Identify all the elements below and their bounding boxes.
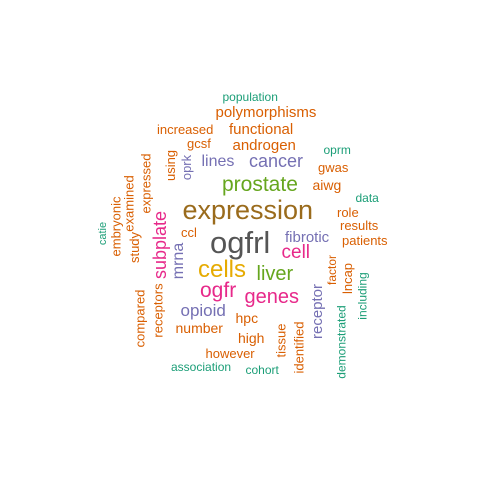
word-population: population — [222, 90, 278, 104]
word-aiwg: aiwg — [312, 177, 342, 193]
word-embryonic: embryonic — [108, 196, 124, 256]
word-examined: examined — [121, 174, 137, 232]
word-ogfr: ogfr — [200, 278, 237, 302]
word-lines: lines — [201, 153, 235, 170]
word-catie: catie — [96, 221, 109, 245]
word-study: study — [126, 231, 142, 263]
word-receptor: receptor — [308, 283, 326, 339]
word-data: data — [355, 191, 379, 205]
word-liver: liver — [256, 263, 294, 285]
word-however: however — [205, 345, 255, 361]
word-ogfrl: ogfrl — [210, 224, 271, 260]
word-patients: patients — [342, 232, 388, 248]
word-receptors: receptors — [150, 282, 166, 338]
word-opioid: opioid — [180, 300, 226, 320]
word-oprk: oprk — [178, 154, 194, 180]
word-fibrotic: fibrotic — [285, 228, 330, 246]
word-compared: compared — [132, 289, 148, 347]
word-including: including — [355, 272, 370, 320]
word-prostate: prostate — [222, 172, 298, 196]
word-ccl: ccl — [181, 224, 197, 240]
word-using: using — [162, 149, 178, 181]
word-expressed: expressed — [138, 153, 154, 213]
word-demonstrated: demonstrated — [334, 305, 349, 379]
word-hpc: hpc — [235, 310, 259, 326]
word-gcsf: gcsf — [187, 135, 211, 151]
word-oprm: oprm — [323, 143, 351, 157]
word-expression: expression — [182, 194, 314, 225]
word-tissue: tissue — [273, 323, 289, 357]
word-cells: cells — [198, 256, 247, 283]
word-gwas: gwas — [318, 159, 349, 175]
word-identified: identified — [291, 320, 307, 374]
word-role: role — [337, 204, 359, 220]
word-lncap: lncap — [339, 262, 355, 294]
word-cohort: cohort — [245, 363, 279, 377]
word-polymorphisms: polymorphisms — [215, 103, 317, 121]
word-cancer: cancer — [249, 151, 304, 171]
word-number: number — [175, 320, 223, 336]
word-cell: cell — [281, 241, 311, 263]
word-increased: increased — [157, 121, 214, 137]
word-factor: factor — [325, 254, 340, 286]
word-functional: functional — [229, 120, 294, 138]
word-results: results — [340, 217, 379, 233]
word-association: association — [171, 360, 232, 374]
word-genes: genes — [244, 286, 300, 308]
word-subplate: subplate — [150, 210, 171, 280]
word-high: high — [238, 330, 265, 346]
word-mrna: mrna — [170, 242, 188, 280]
word-androgen: androgen — [232, 136, 296, 154]
